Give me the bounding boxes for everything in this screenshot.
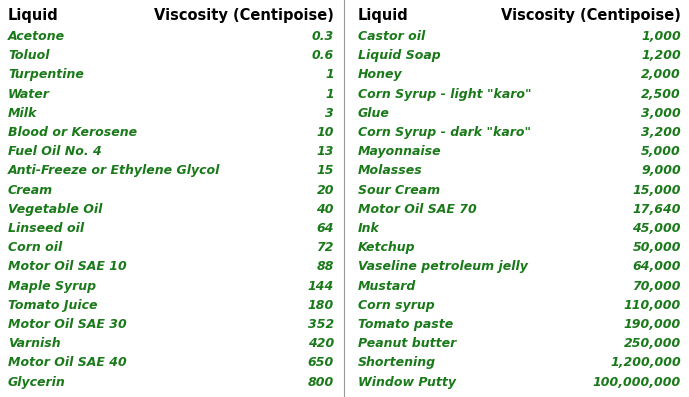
Text: Liquid: Liquid	[358, 8, 409, 23]
Text: 13: 13	[316, 145, 334, 158]
Text: Water: Water	[8, 88, 50, 100]
Text: Castor oil: Castor oil	[358, 30, 425, 43]
Text: Corn Syrup - dark "karo": Corn Syrup - dark "karo"	[358, 126, 531, 139]
Text: 3: 3	[325, 107, 334, 120]
Text: 800: 800	[308, 376, 334, 389]
Text: 15,000: 15,000	[633, 183, 681, 197]
Text: Window Putty: Window Putty	[358, 376, 456, 389]
Text: Cream: Cream	[8, 183, 53, 197]
Text: 88: 88	[316, 260, 334, 274]
Text: Motor Oil SAE 10: Motor Oil SAE 10	[8, 260, 127, 274]
Text: 1,200,000: 1,200,000	[610, 357, 681, 369]
Text: Linseed oil: Linseed oil	[8, 222, 84, 235]
Text: 9,000: 9,000	[641, 164, 681, 177]
Text: 110,000: 110,000	[624, 299, 681, 312]
Text: 420: 420	[308, 337, 334, 350]
Text: Honey: Honey	[358, 68, 402, 81]
Text: 5,000: 5,000	[641, 145, 681, 158]
Text: 64: 64	[316, 222, 334, 235]
Text: Liquid: Liquid	[8, 8, 59, 23]
Text: 650: 650	[308, 357, 334, 369]
Text: 10: 10	[316, 126, 334, 139]
Text: Corn oil: Corn oil	[8, 241, 62, 254]
Text: Ketchup: Ketchup	[358, 241, 415, 254]
Text: Turpentine: Turpentine	[8, 68, 84, 81]
Text: Viscosity (Centipoise): Viscosity (Centipoise)	[154, 8, 334, 23]
Text: 190,000: 190,000	[624, 318, 681, 331]
Text: Vaseline petroleum jelly: Vaseline petroleum jelly	[358, 260, 528, 274]
Text: Glue: Glue	[358, 107, 390, 120]
Text: 15: 15	[316, 164, 334, 177]
Text: Shortening: Shortening	[358, 357, 436, 369]
Text: 1,000: 1,000	[641, 30, 681, 43]
Text: Corn syrup: Corn syrup	[358, 299, 435, 312]
Text: 180: 180	[308, 299, 334, 312]
Text: 20: 20	[316, 183, 334, 197]
Text: Mustard: Mustard	[358, 279, 416, 293]
Text: Varnish: Varnish	[8, 337, 61, 350]
Text: Vegetable Oil: Vegetable Oil	[8, 203, 103, 216]
Text: 0.6: 0.6	[311, 49, 334, 62]
Text: Ink: Ink	[358, 222, 380, 235]
Text: Peanut butter: Peanut butter	[358, 337, 456, 350]
Text: Corn Syrup - light "karo": Corn Syrup - light "karo"	[358, 88, 531, 100]
Text: Acetone: Acetone	[8, 30, 65, 43]
Text: Milk: Milk	[8, 107, 37, 120]
Text: Fuel Oil No. 4: Fuel Oil No. 4	[8, 145, 102, 158]
Text: Viscosity (Centipoise): Viscosity (Centipoise)	[501, 8, 681, 23]
Text: Sour Cream: Sour Cream	[358, 183, 440, 197]
Text: 45,000: 45,000	[633, 222, 681, 235]
Text: 17,640: 17,640	[633, 203, 681, 216]
Text: 144: 144	[308, 279, 334, 293]
Text: Glycerin: Glycerin	[8, 376, 65, 389]
Text: Blood or Kerosene: Blood or Kerosene	[8, 126, 137, 139]
Text: Tomato paste: Tomato paste	[358, 318, 453, 331]
Text: 352: 352	[308, 318, 334, 331]
Text: 3,000: 3,000	[641, 107, 681, 120]
Text: Liquid Soap: Liquid Soap	[358, 49, 441, 62]
Text: 100,000,000: 100,000,000	[593, 376, 681, 389]
Text: 3,200: 3,200	[641, 126, 681, 139]
Text: 40: 40	[316, 203, 334, 216]
Text: 70,000: 70,000	[633, 279, 681, 293]
Text: Molasses: Molasses	[358, 164, 423, 177]
Text: Motor Oil SAE 40: Motor Oil SAE 40	[8, 357, 127, 369]
Text: Motor Oil SAE 70: Motor Oil SAE 70	[358, 203, 477, 216]
Text: Tomato Juice: Tomato Juice	[8, 299, 98, 312]
Text: 0.3: 0.3	[311, 30, 334, 43]
Text: Anti-Freeze or Ethylene Glycol: Anti-Freeze or Ethylene Glycol	[8, 164, 220, 177]
Text: 2,000: 2,000	[641, 68, 681, 81]
Text: 72: 72	[316, 241, 334, 254]
Text: Toluol: Toluol	[8, 49, 50, 62]
Text: 1: 1	[325, 88, 334, 100]
Text: Mayonnaise: Mayonnaise	[358, 145, 442, 158]
Text: Maple Syrup: Maple Syrup	[8, 279, 96, 293]
Text: 1,200: 1,200	[641, 49, 681, 62]
Text: 50,000: 50,000	[633, 241, 681, 254]
Text: 64,000: 64,000	[633, 260, 681, 274]
Text: Motor Oil SAE 30: Motor Oil SAE 30	[8, 318, 127, 331]
Text: 250,000: 250,000	[624, 337, 681, 350]
Text: 2,500: 2,500	[641, 88, 681, 100]
Text: 1: 1	[325, 68, 334, 81]
